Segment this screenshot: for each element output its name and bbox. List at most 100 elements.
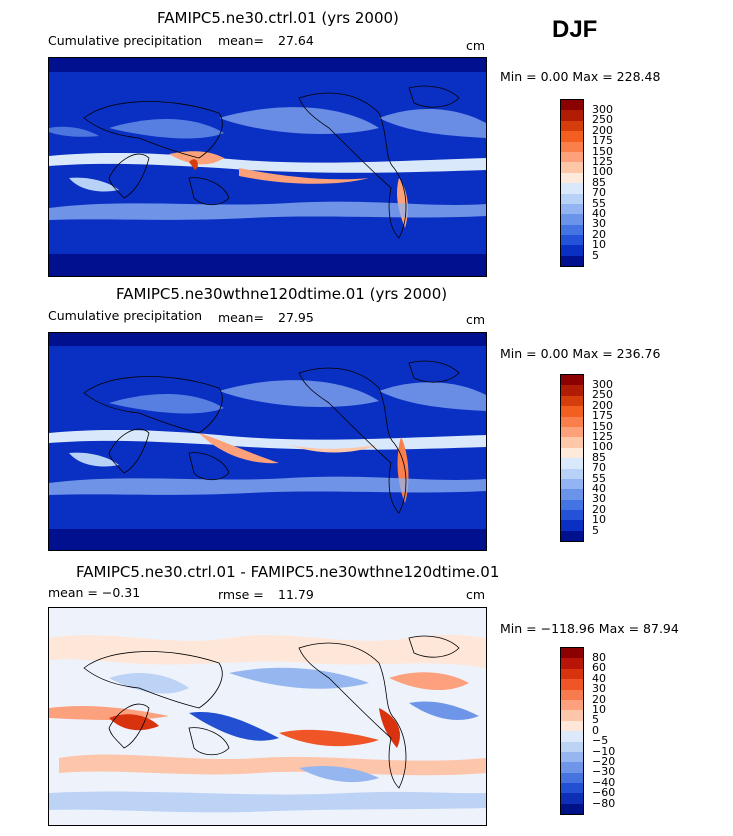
colorbar-tick-label: −5 [592,734,609,748]
colorbar-swatch [561,437,583,448]
colorbar-tick-label: 10 [592,702,606,716]
colorbar-tick-label: 10 [592,513,606,527]
colorbar-swatch [561,426,583,438]
colorbar-swatch [561,658,583,669]
colorbar-tick-label: 5 [592,523,599,537]
colorbar-swatch [561,224,583,236]
colorbar-swatch [561,214,583,225]
colorbar-tick-label: 40 [592,206,606,220]
colorbar-swatch [561,520,583,531]
colorbar-swatch [561,131,583,142]
colorbar-swatch [561,255,583,267]
colorbar-swatch [561,416,583,427]
colorbar-swatch [561,183,583,194]
colorbar-swatch [561,499,583,511]
season-label: DJF [552,16,598,43]
colorbar-swatch [561,710,583,721]
panel2-minmax: Min = 0.00 Max = 236.76 [500,346,661,361]
colorbar-swatch [561,162,583,173]
panel3-rmse-value: 11.79 [278,587,314,602]
colorbar-tick-label: 0 [592,723,599,737]
colorbar-swatch [561,731,583,742]
colorbar-swatch [561,120,583,132]
colorbar-tick-label: 55 [592,471,606,485]
colorbar-swatch [561,489,583,500]
panel3-mean-label: mean = −0.31 [48,585,141,600]
colorbar-tick-label: 40 [592,481,606,495]
colorbar-tick-label: 200 [592,398,613,412]
panel1-mean-label: mean= [218,33,264,48]
colorbar-tick-label: 70 [592,186,606,200]
colorbar-swatch [561,762,583,773]
colorbar-swatch [561,510,583,521]
colorbar-tick-label: −10 [592,744,616,758]
colorbar-swatch [561,458,583,469]
colorbar-tick-label: 10 [592,238,606,252]
colorbar-tick-label: 30 [592,492,606,506]
panel1-units: cm [466,38,486,53]
colorbar-swatch [561,151,583,163]
colorbar-tick-label: 85 [592,175,606,189]
colorbar-tick-label: 70 [592,461,606,475]
colorbar-swatch [561,720,583,732]
colorbar-tick-label: −30 [592,765,616,779]
colorbar-swatch [561,668,583,680]
panel1-variable-label: Cumulative precipitation [48,33,203,48]
colorbar-swatch [561,772,583,784]
colorbar-tick-label: −40 [592,775,616,789]
panel3-minmax: Min = −118.96 Max = 87.94 [500,621,679,636]
colorbar-swatch [561,385,583,396]
colorbar-swatch [561,406,583,417]
colorbar-tick-label: 175 [592,134,613,148]
colorbar-tick-label: 100 [592,440,613,454]
colorbar-tick-label: 80 [592,650,606,664]
panel1-colorbar [560,99,584,268]
colorbar-swatch [561,395,583,407]
colorbar-tick-label: −80 [592,796,616,810]
colorbar-swatch [561,141,583,152]
colorbar-tick-label: 5 [592,248,599,262]
colorbar-swatch [561,648,583,659]
colorbar-tick-label: 100 [592,165,613,179]
colorbar-tick-label: 175 [592,409,613,423]
colorbar-swatch [561,172,583,184]
colorbar-tick-label: 250 [592,388,613,402]
colorbar-swatch [561,478,583,490]
colorbar-tick-label: 30 [592,682,606,696]
colorbar-tick-label: 150 [592,419,613,433]
colorbar-swatch [561,741,583,752]
colorbar-tick-label: 55 [592,196,606,210]
colorbar-swatch [561,110,583,121]
colorbar-swatch [561,447,583,459]
panel3-units: cm [466,587,486,602]
colorbar-swatch [561,679,583,690]
colorbar-swatch [561,193,583,204]
panel3-difference-map [48,607,487,826]
panel2-mean-label: mean= [218,310,264,325]
panel2-title: FAMIPC5.ne30wthne120dtime.01 (yrs 2000) [116,285,448,303]
colorbar-tick-label: 125 [592,429,613,443]
colorbar-tick-label: −20 [592,754,616,768]
panel3-colorbar [560,647,584,816]
colorbar-tick-label: −60 [592,786,616,800]
panel1-mean-value: 27.64 [278,33,314,48]
colorbar-tick-label: 200 [592,123,613,137]
colorbar-tick-label: 300 [592,102,613,116]
colorbar-swatch [561,375,583,386]
colorbar-tick-label: 5 [592,713,599,727]
colorbar-swatch [561,100,583,111]
panel3-title: FAMIPC5.ne30.ctrl.01 - FAMIPC5.ne30wthne… [76,563,500,581]
colorbar-tick-label: 300 [592,377,613,391]
panel2-variable-label: Cumulative precipitation [48,308,203,323]
colorbar-swatch [561,245,583,256]
colorbar-tick-label: 20 [592,692,606,706]
colorbar-tick-label: 20 [592,502,606,516]
colorbar-tick-label: 250 [592,113,613,127]
colorbar-tick-label: 85 [592,450,606,464]
panel2-units: cm [466,312,486,327]
colorbar-tick-label: 30 [592,217,606,231]
panel2-colorbar [560,374,584,543]
colorbar-swatch [561,468,583,479]
panel1-minmax: Min = 0.00 Max = 228.48 [500,69,661,84]
colorbar-swatch [561,803,583,815]
